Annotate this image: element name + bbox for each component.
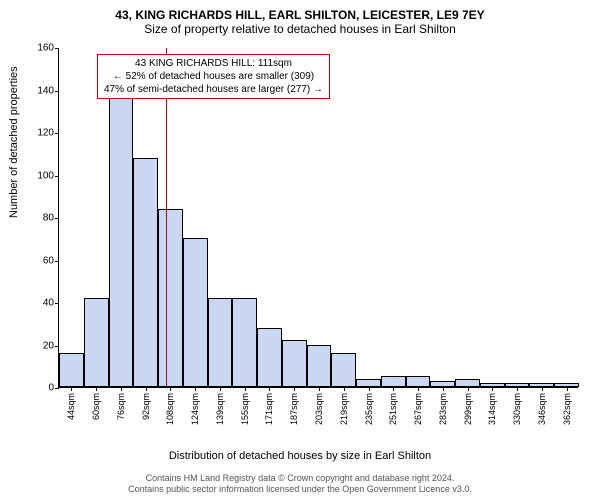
histogram-bar xyxy=(381,376,406,387)
histogram-bar xyxy=(455,379,480,388)
x-tick-label: 124sqm xyxy=(190,393,200,425)
y-axis-label: Number of detached properties xyxy=(8,66,20,218)
histogram-bar xyxy=(406,376,431,387)
x-tick-mark xyxy=(319,387,320,391)
y-tick-mark xyxy=(55,346,59,347)
histogram-bar xyxy=(208,298,233,387)
y-tick-mark xyxy=(55,48,59,49)
histogram-bar xyxy=(183,238,208,387)
x-tick-label: 44sqm xyxy=(66,393,76,420)
y-tick-mark xyxy=(55,388,59,389)
histogram-bar xyxy=(282,340,307,387)
x-tick-mark xyxy=(146,387,147,391)
x-tick-mark xyxy=(468,387,469,391)
x-tick-label: 92sqm xyxy=(141,393,151,420)
x-tick-label: 267sqm xyxy=(413,393,423,425)
y-tick-mark xyxy=(55,261,59,262)
x-tick-label: 251sqm xyxy=(388,393,398,425)
x-tick-mark xyxy=(517,387,518,391)
x-tick-label: 219sqm xyxy=(339,393,349,425)
plot-area: 02040608010012014016044sqm60sqm76sqm92sq… xyxy=(58,48,578,388)
x-tick-label: 171sqm xyxy=(264,393,274,425)
annotation-box: 43 KING RICHARDS HILL: 111sqm← 52% of de… xyxy=(97,54,330,99)
x-tick-mark xyxy=(369,387,370,391)
x-tick-mark xyxy=(121,387,122,391)
annotation-line3: 47% of semi-detached houses are larger (… xyxy=(104,83,323,96)
x-tick-mark xyxy=(294,387,295,391)
x-tick-label: 362sqm xyxy=(562,393,572,425)
x-tick-mark xyxy=(492,387,493,391)
footer-line2: Contains public sector information licen… xyxy=(0,484,600,496)
histogram-bar xyxy=(133,158,158,388)
histogram-bar xyxy=(84,298,109,387)
x-tick-label: 299sqm xyxy=(463,393,473,425)
histogram-bar xyxy=(158,209,183,388)
x-tick-label: 139sqm xyxy=(215,393,225,425)
x-tick-mark xyxy=(195,387,196,391)
x-tick-mark xyxy=(245,387,246,391)
chart-title-main: 43, KING RICHARDS HILL, EARL SHILTON, LE… xyxy=(0,0,600,22)
y-tick-mark xyxy=(55,218,59,219)
histogram-bar xyxy=(356,379,381,388)
x-tick-label: 203sqm xyxy=(314,393,324,425)
x-tick-mark xyxy=(220,387,221,391)
x-tick-label: 76sqm xyxy=(116,393,126,420)
footer-line1: Contains HM Land Registry data © Crown c… xyxy=(0,473,600,485)
histogram-bar xyxy=(109,90,134,388)
x-tick-mark xyxy=(71,387,72,391)
x-axis-label: Distribution of detached houses by size … xyxy=(0,450,600,462)
annotation-line1: 43 KING RICHARDS HILL: 111sqm xyxy=(104,57,323,70)
y-tick-mark xyxy=(55,133,59,134)
x-tick-mark xyxy=(443,387,444,391)
chart-container: 43, KING RICHARDS HILL, EARL SHILTON, LE… xyxy=(0,0,600,500)
x-tick-label: 155sqm xyxy=(240,393,250,425)
x-tick-mark xyxy=(170,387,171,391)
x-tick-label: 187sqm xyxy=(289,393,299,425)
histogram-bar xyxy=(257,328,282,388)
x-tick-mark xyxy=(344,387,345,391)
histogram-bar xyxy=(331,353,356,387)
y-tick-mark xyxy=(55,91,59,92)
x-tick-label: 108sqm xyxy=(165,393,175,425)
x-tick-label: 346sqm xyxy=(537,393,547,425)
x-tick-label: 314sqm xyxy=(487,393,497,425)
y-tick-mark xyxy=(55,303,59,304)
x-tick-mark xyxy=(542,387,543,391)
x-tick-mark xyxy=(96,387,97,391)
x-tick-label: 60sqm xyxy=(91,393,101,420)
histogram-bar xyxy=(59,353,84,387)
histogram-bar xyxy=(232,298,257,387)
chart-title-sub: Size of property relative to detached ho… xyxy=(0,22,600,40)
x-tick-label: 283sqm xyxy=(438,393,448,425)
x-tick-mark xyxy=(418,387,419,391)
histogram-bar xyxy=(307,345,332,388)
y-tick-mark xyxy=(55,176,59,177)
x-tick-mark xyxy=(567,387,568,391)
x-tick-mark xyxy=(269,387,270,391)
x-tick-mark xyxy=(393,387,394,391)
annotation-line2: ← 52% of detached houses are smaller (30… xyxy=(104,70,323,83)
footer-text: Contains HM Land Registry data © Crown c… xyxy=(0,473,600,496)
x-tick-label: 235sqm xyxy=(364,393,374,425)
x-tick-label: 330sqm xyxy=(512,393,522,425)
